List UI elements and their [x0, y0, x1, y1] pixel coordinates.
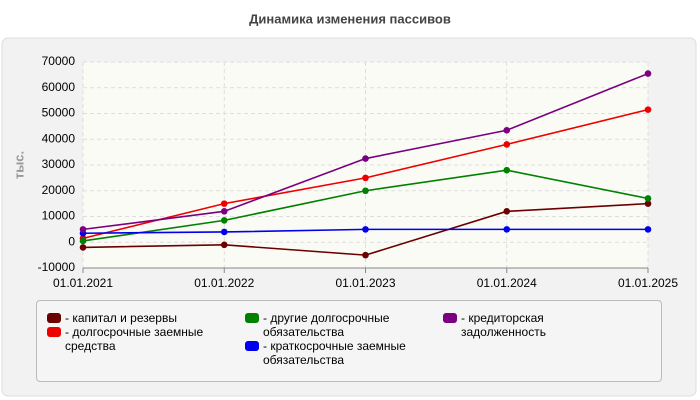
legend-column: кредиторская задолженность — [443, 311, 641, 381]
legend-label: капитал и резервы — [65, 311, 177, 325]
legend-item: кредиторская задолженность — [443, 311, 641, 339]
point — [503, 208, 511, 215]
legend-label: долгосрочные заемные средства — [65, 325, 233, 353]
point — [362, 187, 369, 195]
point — [362, 226, 369, 233]
point — [644, 200, 652, 207]
y-axis-label: тыс. — [11, 151, 26, 179]
legend-label: кредиторская задолженность — [461, 311, 629, 339]
legend-swatch — [245, 313, 259, 323]
legend-swatch — [443, 313, 457, 323]
y-tick-label: 30000 — [42, 157, 76, 171]
legend-item: краткосрочные заемные обязательства — [245, 339, 443, 367]
y-tick-label: 40000 — [42, 131, 76, 145]
y-tick-label: 10000 — [42, 209, 76, 223]
legend-swatch — [47, 327, 61, 337]
point — [644, 106, 652, 113]
point — [79, 244, 87, 251]
point — [644, 195, 652, 202]
point — [503, 126, 511, 134]
point — [503, 141, 511, 148]
legend-label: другие долгосрочные обязательства — [263, 311, 431, 339]
point — [220, 208, 228, 215]
legend-column: капитал и резервыдолгосрочные заемные ср… — [47, 311, 245, 381]
point — [220, 228, 228, 236]
legend-swatch — [245, 341, 259, 351]
y-tick-label: 60000 — [42, 80, 76, 94]
legend-swatch — [47, 313, 61, 323]
point — [79, 237, 87, 245]
point — [79, 226, 87, 233]
y-tick-label: 50000 — [42, 106, 76, 120]
point — [503, 166, 511, 174]
legend-item: долгосрочные заемные средства — [47, 325, 245, 353]
x-tick-label: 01.01.2022 — [194, 276, 254, 290]
legend: капитал и резервыдолгосрочные заемные ср… — [36, 300, 662, 382]
x-tick-label: 01.01.2023 — [335, 276, 395, 290]
point — [644, 70, 652, 77]
y-tick-label: 70000 — [42, 54, 76, 68]
point — [220, 217, 228, 224]
chart-title: Динамика изменения пассивов — [249, 11, 451, 26]
legend-item: другие долгосрочные обязательства — [245, 311, 443, 339]
x-tick-label: 01.01.2021 — [53, 276, 113, 290]
y-tick-label: 0 — [68, 234, 75, 248]
y-tick-label: 20000 — [42, 183, 76, 197]
point — [220, 241, 228, 249]
point — [503, 226, 511, 233]
point — [644, 226, 652, 233]
x-tick-label: 01.01.2025 — [618, 276, 678, 290]
point — [220, 200, 228, 207]
legend-item: капитал и резервы — [47, 311, 245, 325]
legend-label: краткосрочные заемные обязательства — [263, 339, 431, 367]
y-tick-label: -10000 — [38, 260, 76, 274]
legend-column: другие долгосрочные обязательствакраткос… — [245, 311, 443, 381]
point — [362, 155, 369, 162]
point — [362, 174, 369, 182]
point — [362, 251, 369, 259]
x-tick-label: 01.01.2024 — [477, 276, 537, 290]
